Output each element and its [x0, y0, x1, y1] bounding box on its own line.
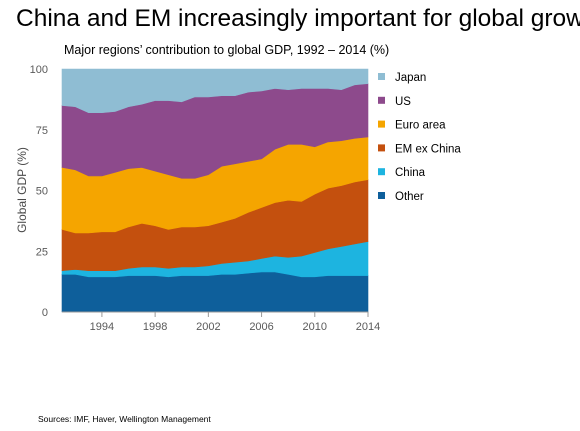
y-tick-label: 50 — [36, 186, 48, 198]
legend-swatch-china — [378, 168, 385, 176]
source-note: Sources: IMF, Haver, Wellington Manageme… — [38, 414, 211, 424]
legend-label-other: Other — [395, 191, 424, 203]
x-tick-label: 1998 — [143, 321, 167, 333]
y-tick-label: 75 — [36, 125, 48, 137]
chart-axes: 0 25 50 75 100 1994 1998 2002 2006 2010 2014 — [30, 64, 381, 333]
y-tick-label: 100 — [30, 64, 48, 76]
chart-legend: Japan US Euro area EM ex China China Other — [378, 72, 461, 203]
legend-swatch-other — [378, 192, 385, 199]
page-title: China and EM increasingly important for … — [16, 5, 580, 32]
legend-label-us: US — [395, 96, 411, 108]
y-axis-label: Global GDP (%) — [15, 147, 29, 233]
legend-label-euro-area: Euro area — [395, 120, 446, 132]
legend-swatch-euro-area — [378, 120, 385, 128]
legend-swatch-japan — [378, 73, 385, 80]
legend-label-japan: Japan — [395, 72, 426, 84]
legend-label-china: China — [395, 167, 426, 179]
chart-areas — [61, 68, 369, 313]
legend-label-em-ex-china: EM ex China — [395, 143, 461, 155]
y-tick-label: 25 — [36, 246, 48, 258]
y-tick-label: 0 — [42, 307, 48, 319]
x-tick-label: 1994 — [90, 321, 114, 333]
x-tick-label: 2002 — [196, 321, 220, 333]
x-tick-label: 2014 — [356, 321, 380, 333]
x-tick-label: 2006 — [249, 321, 273, 333]
chart-subtitle: Major regions’ contribution to global GD… — [64, 43, 390, 57]
legend-swatch-us — [378, 96, 385, 104]
x-tick-label: 2010 — [303, 321, 327, 333]
area-japan — [61, 68, 369, 113]
area-other — [61, 271, 369, 313]
legend-swatch-em-ex-china — [378, 144, 385, 152]
